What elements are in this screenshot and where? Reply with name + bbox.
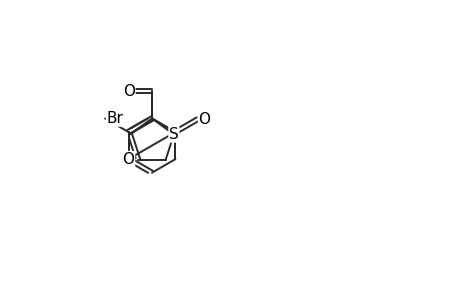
Text: O: O <box>122 152 134 166</box>
Text: O: O <box>198 112 210 127</box>
Text: O: O <box>123 84 134 99</box>
Text: S: S <box>168 127 179 142</box>
Text: Br: Br <box>106 111 123 126</box>
